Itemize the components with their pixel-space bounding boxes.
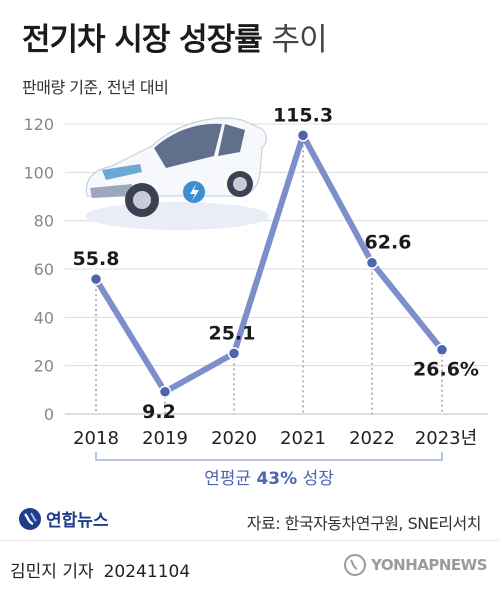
x-tick-label: 2020 (211, 428, 257, 449)
car-illustration (85, 117, 269, 230)
y-axis-ticks: 0 20 40 60 80 100 120 (23, 115, 54, 424)
reporter-credit: 김민지 기자 20241104 (10, 557, 190, 582)
source-note: 자료: 한국자동차연구원, SNE리서치 (246, 514, 482, 533)
chart-subtitle: 판매량 기준, 전년 대비 (22, 78, 169, 97)
x-tick-label: 2023년 (415, 428, 477, 449)
publish-date: 20241104 (103, 562, 191, 582)
yonhapnews-watermark: YONHAPNEWS (343, 553, 487, 577)
data-point (435, 343, 449, 356)
y-tick-label: 120 (23, 115, 54, 134)
data-point (89, 272, 103, 286)
y-tick-label: 0 (44, 405, 54, 424)
data-points (89, 129, 449, 399)
watermark-icon (344, 554, 367, 576)
y-tick-label: 40 (34, 308, 54, 327)
data-label: 55.8 (73, 248, 120, 270)
data-point (365, 256, 379, 269)
y-tick-label: 20 (34, 357, 54, 376)
line-chart: 0 20 40 60 80 100 120 연평균 43% 성장 55.8 9.2 25.1 11… (23, 104, 488, 489)
series-line (93, 132, 445, 395)
data-label: 9.2 (142, 401, 176, 423)
y-tick-label: 100 (23, 163, 54, 182)
chart-title: 전기차 시장 성장률 추이 (22, 14, 328, 59)
x-tick-label: 2022 (349, 428, 395, 449)
data-labels: 55.8 9.2 25.1 115.3 62.6 26.6% (73, 104, 479, 422)
data-label: 26.6% (413, 359, 479, 381)
data-label: 25.1 (209, 322, 256, 344)
x-tick-label: 2018 (73, 428, 119, 449)
x-tick-label: 2021 (280, 428, 326, 449)
x-tick-label: 2019 (142, 428, 188, 449)
annotation-prefix: 연평균 (204, 469, 256, 489)
title-main: 전기차 시장 성장률 (22, 22, 263, 58)
annotation-layer: 연평균 43% 성장 (95, 452, 443, 489)
title-sub: 추이 (271, 22, 328, 58)
data-point (296, 129, 310, 142)
y-tick-label: 60 (34, 260, 54, 279)
annotation-highlight: 43% (256, 469, 297, 489)
yonhap-logo: 연합뉴스 (18, 506, 109, 531)
data-point (227, 347, 241, 360)
watermark-text: YONHAPNEWS (371, 556, 487, 574)
annotation-bracket (95, 452, 443, 461)
logo-text: 연합뉴스 (46, 511, 109, 531)
annotation-text: 연평균 43% 성장 (204, 469, 334, 489)
data-label: 115.3 (273, 104, 333, 126)
series-line-layer (93, 132, 445, 395)
y-tick-label: 80 (34, 212, 54, 231)
x-axis-ticks: 2018 2019 2020 2021 2022 2023년 (73, 428, 477, 449)
annotation-suffix: 성장 (297, 469, 334, 489)
footer-bar: 김민지 기자 20241104 YONHAPNEWS (0, 540, 499, 594)
data-label: 62.6 (365, 232, 412, 254)
yonhap-logo-icon (19, 507, 41, 530)
reporter-name: 김민지 기자 (10, 562, 94, 582)
data-point (158, 385, 172, 399)
